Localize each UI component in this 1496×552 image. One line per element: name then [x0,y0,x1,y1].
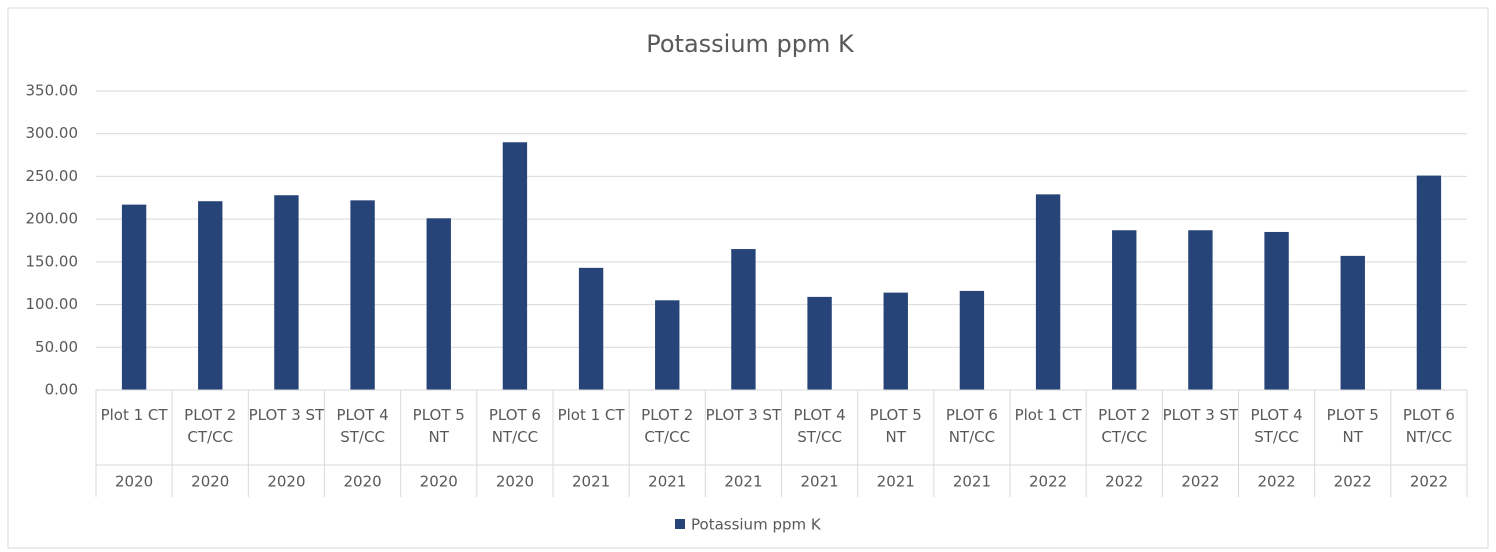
bar [1416,175,1442,390]
group-label: 2020 [496,473,534,491]
x-tick-label: Plot 1 CT [1014,406,1082,424]
group-label: 2020 [420,473,458,491]
group-label: 2022 [1257,473,1295,491]
x-tick-label: PLOT 4 ST/CC [793,406,846,446]
chart-title: Potassium ppm K [646,30,855,58]
y-tick-label: 300.00 [26,124,79,142]
y-tick-label: 250.00 [26,167,79,185]
group-label: 2021 [648,473,686,491]
bar [1035,194,1061,390]
bar [655,300,680,390]
bar [959,290,985,390]
x-tick-label: PLOT 5 NT [869,406,922,446]
x-tick-label-box: PLOT 6 NT/CC [488,406,541,446]
x-tick-label: PLOT 3 ST [705,406,782,424]
group-label: 2020 [267,473,305,491]
group-label: 2020 [343,473,381,491]
bar [121,204,147,390]
x-tick-label-box: PLOT 2 CT/CC [1098,406,1151,446]
bar [731,249,756,390]
legend-swatch [675,519,685,529]
bar [350,200,375,390]
x-tick-label-box: PLOT 3 ST [248,406,325,424]
bar [1112,230,1137,390]
x-tick-label: Plot 1 CT [557,406,625,424]
group-label: 2022 [1410,473,1448,491]
x-tick-label: PLOT 6 NT/CC [488,406,541,446]
x-tick-label: Plot 1 CT [100,406,168,424]
y-tick-label: 350.00 [26,82,79,100]
bar [883,292,908,390]
bar [578,267,604,390]
x-tick-label-box: PLOT 3 ST [1162,406,1239,424]
bar [1264,231,1289,390]
group-label: 2022 [1181,473,1219,491]
x-tick-label-box: PLOT 5 NT [412,406,465,446]
group-label: 2021 [800,473,838,491]
x-tick-label: PLOT 3 ST [1162,406,1239,424]
x-tick-label-box: PLOT 2 CT/CC [641,406,694,446]
y-tick-label: 50.00 [35,338,78,356]
group-label: 2022 [1029,473,1067,491]
x-tick-label: PLOT 5 NT [1326,406,1379,446]
y-tick-label: 100.00 [26,295,79,313]
x-tick-label-box: PLOT 5 NT [869,406,922,446]
group-label: 2022 [1105,473,1143,491]
x-tick-label-box: Plot 1 CT [1014,406,1082,424]
x-tick-label: PLOT 3 ST [248,406,325,424]
x-tick-label: PLOT 2 CT/CC [1098,406,1151,446]
x-tick-label-box: Plot 1 CT [557,406,625,424]
x-tick-label-box: Plot 1 CT [100,406,168,424]
bar [1188,230,1213,390]
y-tick-label: 0.00 [45,381,78,399]
group-label: 2021 [953,473,991,491]
group-label: 2022 [1334,473,1372,491]
x-tick-label: PLOT 5 NT [412,406,465,446]
x-tick-label: PLOT 4 ST/CC [336,406,389,446]
x-tick-label: PLOT 4 ST/CC [1250,406,1303,446]
group-label: 2021 [877,473,915,491]
x-tick-label-box: PLOT 6 NT/CC [945,406,998,446]
x-tick-label: PLOT 6 NT/CC [945,406,998,446]
x-tick-label-box: PLOT 4 ST/CC [336,406,389,446]
x-tick-label-box: PLOT 2 CT/CC [184,406,237,446]
x-tick-label-box: PLOT 3 ST [705,406,782,424]
group-label: 2021 [572,473,610,491]
x-tick-label: PLOT 2 CT/CC [641,406,694,446]
bar [426,218,451,390]
x-tick-label: PLOT 6 NT/CC [1402,406,1455,446]
legend-label: Potassium ppm K [691,516,822,534]
group-label: 2020 [191,473,229,491]
x-tick-label-box: PLOT 4 ST/CC [1250,406,1303,446]
group-label: 2020 [115,473,153,491]
y-tick-label: 150.00 [26,252,79,270]
y-tick-label: 200.00 [26,210,79,228]
x-tick-label-box: PLOT 5 NT [1326,406,1379,446]
bar [807,296,832,390]
group-label: 2021 [724,473,762,491]
bar [274,195,299,390]
x-tick-label-box: PLOT 6 NT/CC [1402,406,1455,446]
bar [198,201,223,390]
bar [502,142,528,390]
bar [1340,255,1365,390]
x-tick-label: PLOT 2 CT/CC [184,406,237,446]
x-tick-label-box: PLOT 4 ST/CC [793,406,846,446]
